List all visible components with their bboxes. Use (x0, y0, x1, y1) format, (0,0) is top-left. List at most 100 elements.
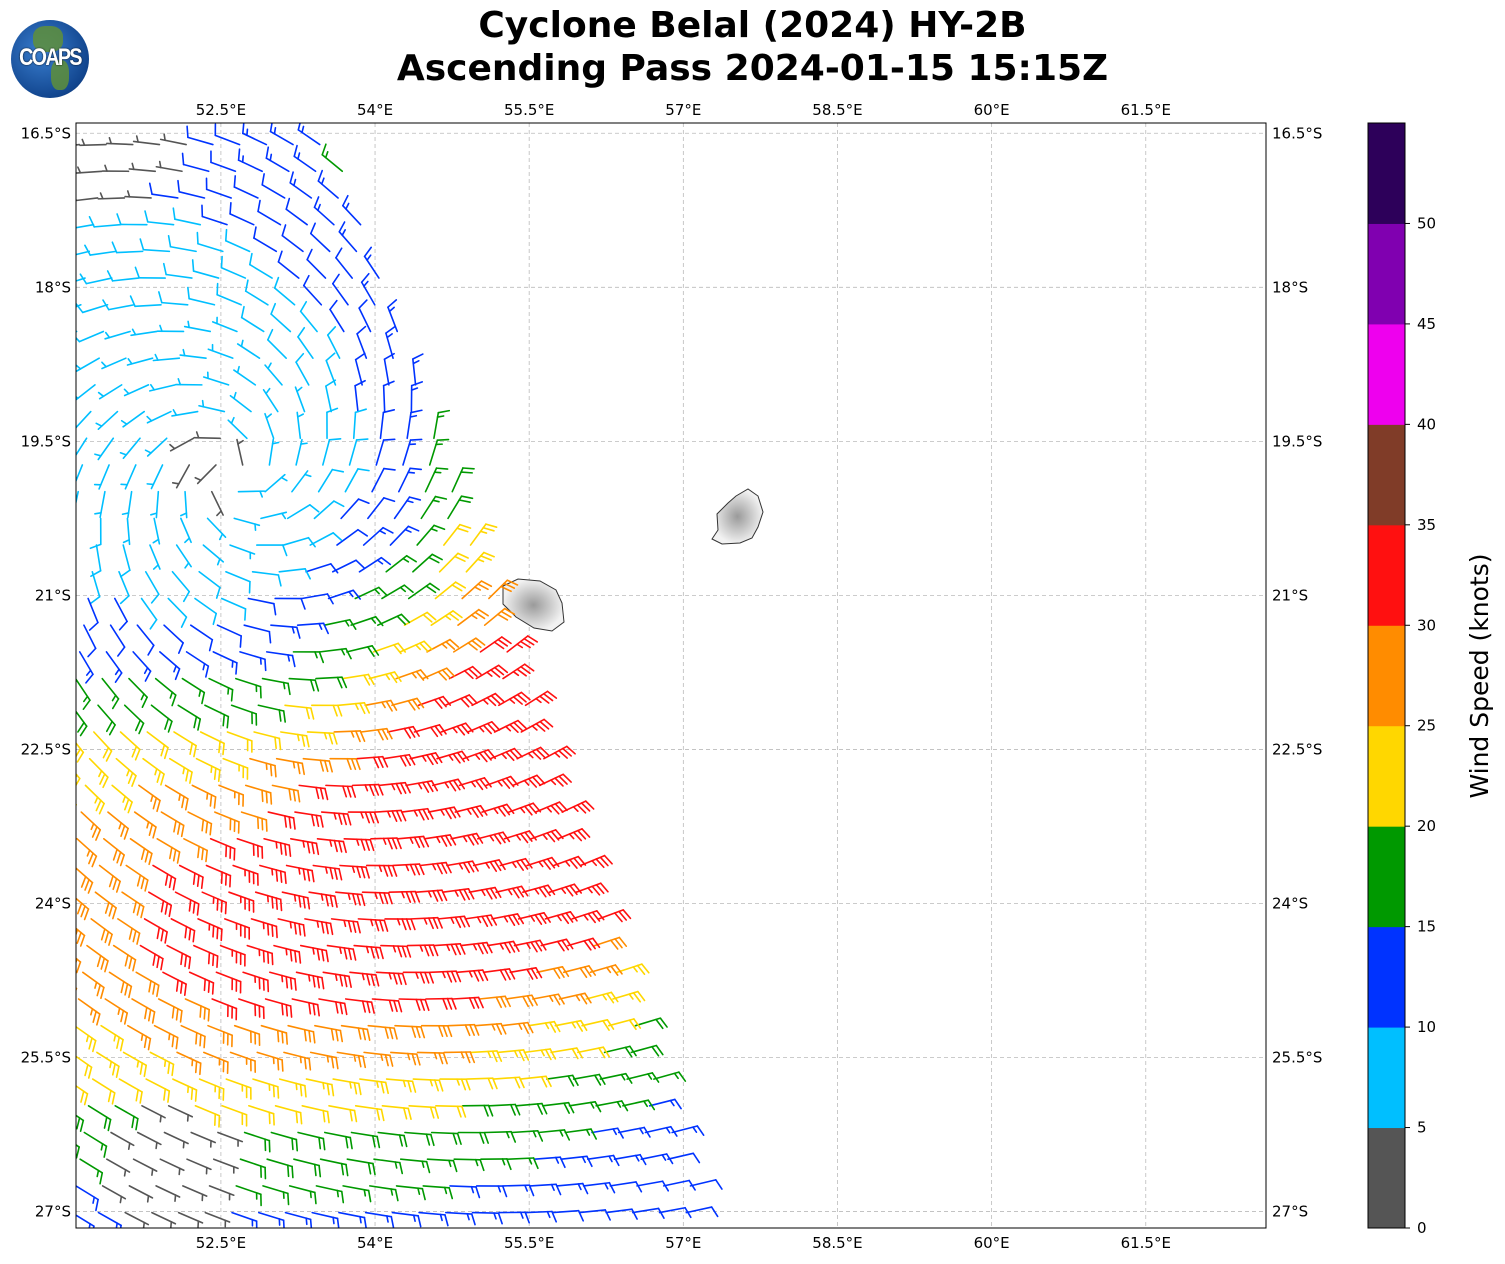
barb-full (603, 854, 613, 865)
barb-full (401, 918, 407, 931)
wind-barb (322, 437, 342, 466)
lat-label-left: 22.5°S (21, 740, 71, 758)
barb-full (116, 851, 122, 864)
barb-half (550, 1183, 555, 1192)
wind-barb (76, 772, 81, 787)
barb-full (199, 1033, 202, 1047)
barb-half (519, 807, 526, 814)
barb-full (455, 970, 462, 983)
wind-barb (550, 1047, 584, 1060)
barb-shaft (31, 118, 57, 121)
barb-full (177, 179, 181, 193)
wind-barb (149, 383, 176, 392)
lat-label-right: 18°S (1272, 278, 1308, 296)
wind-barb (202, 1051, 229, 1075)
barb-full (459, 943, 466, 955)
wind-barb (358, 556, 392, 573)
barb-full (411, 1053, 417, 1066)
barb-full (616, 1127, 624, 1139)
barb-full (100, 986, 105, 1000)
wind-barb (144, 437, 168, 457)
wind-barb (319, 647, 352, 660)
barb-full (422, 808, 430, 821)
barb-full (604, 1209, 611, 1221)
barb-full (436, 889, 443, 902)
barb-half (435, 836, 441, 844)
barb-half (171, 482, 180, 485)
barb-full (348, 975, 352, 989)
wind-barb (111, 784, 133, 814)
wind-barb (372, 642, 407, 655)
wind-barb (344, 998, 375, 1014)
wind-barb (218, 784, 245, 807)
barb-full (467, 667, 478, 678)
barb-half (524, 1184, 529, 1192)
wind-barb (159, 133, 187, 146)
colorbar-bin (1368, 524, 1405, 626)
barb-full (546, 832, 556, 843)
barb-half (61, 645, 66, 649)
wind-barb (244, 784, 273, 805)
barb-half (583, 914, 589, 921)
barb-full (272, 1084, 275, 1098)
barb-half (638, 1127, 644, 1135)
wind-barb (129, 295, 162, 308)
barb-full (135, 1088, 139, 1102)
barb-shaft (197, 242, 224, 253)
barb-half (111, 694, 117, 702)
barb-half (195, 431, 200, 439)
wind-barb (275, 94, 298, 118)
barb-half (643, 1100, 648, 1108)
barb-full (203, 1035, 206, 1049)
lon-label-top: 58.5°E (812, 101, 862, 119)
barb-full (430, 780, 439, 792)
barb-full (299, 1083, 303, 1097)
barb-shaft (81, 303, 109, 314)
barb-half (493, 1212, 497, 1220)
wind-barb (322, 971, 352, 989)
barb-shaft (220, 597, 247, 610)
wind-barb (605, 1208, 638, 1220)
barb-full (468, 694, 478, 704)
barb-half (344, 619, 350, 627)
barb-full (58, 248, 64, 257)
wind-barb (76, 837, 98, 868)
barb-half (392, 945, 397, 953)
wind-barb (106, 1158, 131, 1177)
barb-shaft (76, 250, 91, 256)
barb-full (301, 734, 306, 747)
barb-full (407, 1107, 412, 1121)
wind-barb (377, 613, 411, 626)
wind-barb (383, 352, 395, 386)
wind-barb (150, 490, 160, 519)
barb-shaft (93, 223, 121, 228)
wind-barb (343, 837, 375, 852)
wind-barb (157, 998, 183, 1023)
barb-full (181, 795, 185, 809)
barb-full (357, 468, 370, 472)
barb-half (390, 783, 396, 791)
barb-full (83, 1093, 89, 1106)
barb-full (99, 773, 106, 785)
wind-barb (263, 837, 292, 858)
wind-barb (171, 570, 191, 603)
barb-full (76, 902, 83, 915)
barb-full (249, 252, 253, 266)
barb-half (281, 974, 284, 983)
barb-full (194, 1060, 198, 1074)
barb-shaft (233, 186, 259, 199)
barb-full (180, 952, 184, 966)
barb-full (377, 729, 384, 741)
barb-half (33, 115, 36, 120)
barb-full (297, 761, 301, 775)
barb-full (520, 859, 529, 870)
wind-barb (301, 593, 334, 605)
wind-barb (135, 971, 160, 998)
wind-barb (270, 1131, 299, 1152)
barb-half (474, 753, 481, 760)
barb-full (407, 525, 420, 532)
wind-barb (609, 1181, 643, 1193)
barb-shaft (636, 1180, 664, 1187)
barb-full (424, 971, 430, 984)
barb-full (366, 1028, 371, 1042)
